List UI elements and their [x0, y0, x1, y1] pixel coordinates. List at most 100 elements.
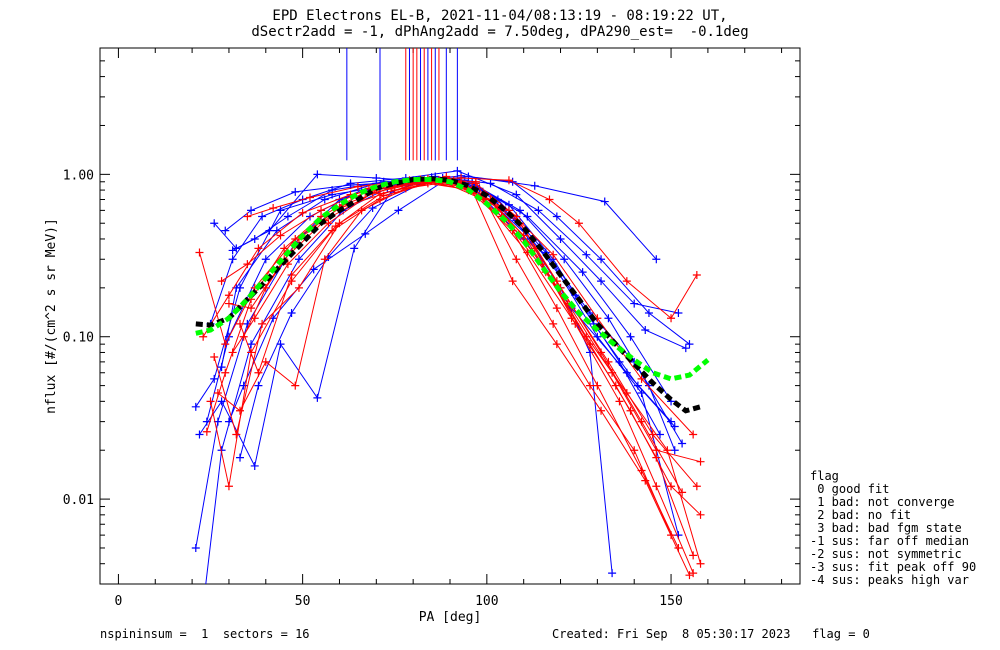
- data-point-marker: [667, 482, 676, 491]
- model-fit-curve: [195, 177, 710, 382]
- footer-left: nspininsum = 1 sectors = 16: [100, 627, 310, 641]
- y-tick-label: 0.10: [63, 331, 94, 346]
- data-point-marker: [678, 488, 687, 497]
- data-point-marker: [195, 430, 204, 439]
- y-axis-label: nflux [#/(cm^2 s sr MeV)]: [44, 218, 59, 414]
- data-point-marker: [287, 308, 296, 317]
- data-point-marker: [578, 268, 587, 277]
- data-point-marker: [306, 212, 314, 221]
- data-point-marker: [331, 222, 340, 231]
- flag-legend-item: -1 sus: far off median: [810, 534, 969, 548]
- data-point-marker: [320, 255, 329, 264]
- data-point-marker: [346, 180, 355, 189]
- data-point-marker: [597, 406, 606, 415]
- data-point-marker: [556, 234, 565, 243]
- data-point-marker: [667, 314, 676, 323]
- data-point-marker: [630, 446, 639, 455]
- x-tick-label: 100: [475, 594, 498, 609]
- data-point-marker: [236, 406, 244, 415]
- flag-legend-item: 2 bad: no fit: [810, 508, 912, 522]
- data-point-marker: [350, 244, 359, 253]
- data-point-marker: [593, 381, 602, 390]
- data-point-marker: [287, 270, 296, 279]
- data-point-marker: [228, 255, 237, 264]
- data-point-marker: [545, 195, 554, 204]
- data-point-marker: [320, 195, 329, 204]
- data-point-marker: [217, 397, 226, 406]
- data-point-marker: [600, 197, 609, 206]
- data-point-marker: [512, 190, 521, 199]
- data-point-marker: [586, 381, 594, 390]
- data-point-marker: [261, 357, 270, 366]
- data-series-line: [239, 182, 690, 576]
- data-point-marker: [228, 246, 237, 255]
- data-point-marker: [306, 193, 314, 202]
- data-point-marker: [611, 381, 620, 390]
- data-point-marker: [202, 427, 211, 436]
- data-point-marker: [626, 406, 635, 415]
- footer-right: Created: Fri Sep 8 05:30:17 2023 flag = …: [552, 627, 870, 641]
- data-point-marker: [608, 569, 617, 578]
- data-point-marker: [644, 381, 653, 390]
- data-series-line: [217, 181, 694, 574]
- data-point-marker: [696, 559, 705, 568]
- data-point-marker: [597, 255, 606, 264]
- data-point-marker: [530, 181, 539, 190]
- y-tick-label: 1.00: [63, 168, 94, 183]
- data-point-marker: [191, 543, 200, 552]
- data-point-marker: [508, 277, 517, 286]
- data-point-marker: [247, 340, 256, 349]
- data-point-marker: [604, 314, 613, 323]
- flag-legend-item: -2 sus: not symmetric: [810, 547, 962, 561]
- data-point-marker: [254, 381, 263, 390]
- plot-data-area: [191, 48, 710, 610]
- data-point-marker: [630, 299, 639, 308]
- x-tick-label: 0: [115, 594, 123, 609]
- x-tick-label: 150: [659, 594, 682, 609]
- data-point-marker: [313, 170, 322, 179]
- flag-legend-title: flag: [810, 469, 839, 483]
- data-point-marker: [648, 430, 657, 439]
- flag-legend-item: 0 good fit: [810, 482, 890, 496]
- data-series-line: [243, 179, 694, 556]
- data-point-marker: [604, 357, 613, 366]
- data-point-marker: [663, 446, 672, 455]
- data-point-marker: [239, 332, 248, 341]
- data-point-marker: [221, 340, 230, 349]
- data-point-marker: [644, 308, 653, 317]
- data-point-marker: [453, 166, 462, 175]
- data-point-marker: [191, 402, 200, 411]
- data-series-line: [210, 181, 694, 487]
- data-point-marker: [261, 255, 270, 264]
- chart-title-line1: EPD Electrons EL-B, 2021-11-04/08:13:19 …: [272, 8, 728, 24]
- data-point-marker: [512, 212, 521, 221]
- data-point-marker: [199, 602, 207, 610]
- data-point-marker: [250, 461, 259, 470]
- data-point-marker: [685, 571, 694, 580]
- data-point-marker: [250, 234, 259, 243]
- data-point-marker: [552, 304, 561, 313]
- data-point-marker: [254, 244, 263, 253]
- data-point-marker: [394, 206, 403, 215]
- data-point-marker: [567, 314, 576, 323]
- data-point-marker: [633, 381, 642, 390]
- data-point-marker: [210, 374, 219, 383]
- chart-title-line2: dSectr2add = -1, dPhAng2add = 7.50deg, d…: [251, 24, 749, 40]
- data-point-marker: [280, 244, 289, 253]
- flag-legend-item: -4 sus: peaks high var: [810, 573, 969, 587]
- data-point-marker: [236, 453, 244, 462]
- data-point-marker: [224, 291, 233, 300]
- data-point-marker: [243, 212, 252, 221]
- flag-legend-item: 1 bad: not converge: [810, 495, 955, 509]
- data-series-line: [221, 178, 679, 549]
- data-point-marker: [224, 299, 233, 308]
- data-point-marker: [221, 226, 230, 235]
- data-point-marker: [552, 212, 561, 221]
- data-point-marker: [313, 393, 322, 402]
- data-point-marker: [247, 206, 256, 215]
- data-point-marker: [206, 397, 215, 406]
- data-point-marker: [689, 430, 698, 439]
- data-point-marker: [224, 417, 233, 426]
- data-point-marker: [674, 308, 683, 317]
- data-point-marker: [291, 381, 300, 390]
